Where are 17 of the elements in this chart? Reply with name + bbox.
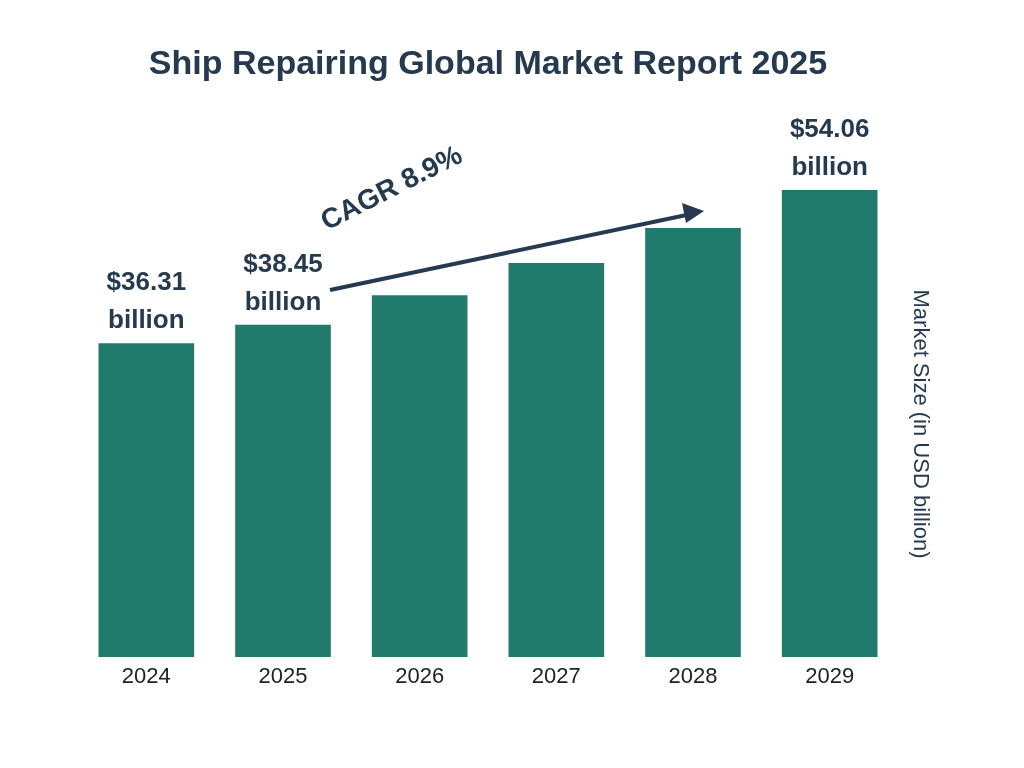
- x-tick-label: 2025: [258, 662, 308, 688]
- x-tick-label: 2024: [121, 662, 171, 688]
- x-tick-label: 2028: [668, 662, 718, 688]
- bar: [371, 295, 468, 657]
- x-tick-label: 2027: [531, 662, 581, 688]
- bar: [98, 343, 195, 657]
- bar: [645, 228, 741, 657]
- x-tick-label: 2029: [805, 662, 855, 688]
- bar: [235, 324, 331, 657]
- data-label: $36.31 billion: [106, 266, 187, 335]
- y-axis-title: Market Size (in USD billion): [908, 289, 934, 559]
- x-tick-label: 2026: [395, 662, 445, 688]
- bar: [781, 190, 878, 657]
- data-label: $38.45 billion: [243, 247, 323, 316]
- bar: [508, 263, 605, 657]
- data-label: $54.06 billion: [789, 113, 870, 181]
- chart-title: Ship Repairing Global Market Report 2025: [148, 43, 828, 81]
